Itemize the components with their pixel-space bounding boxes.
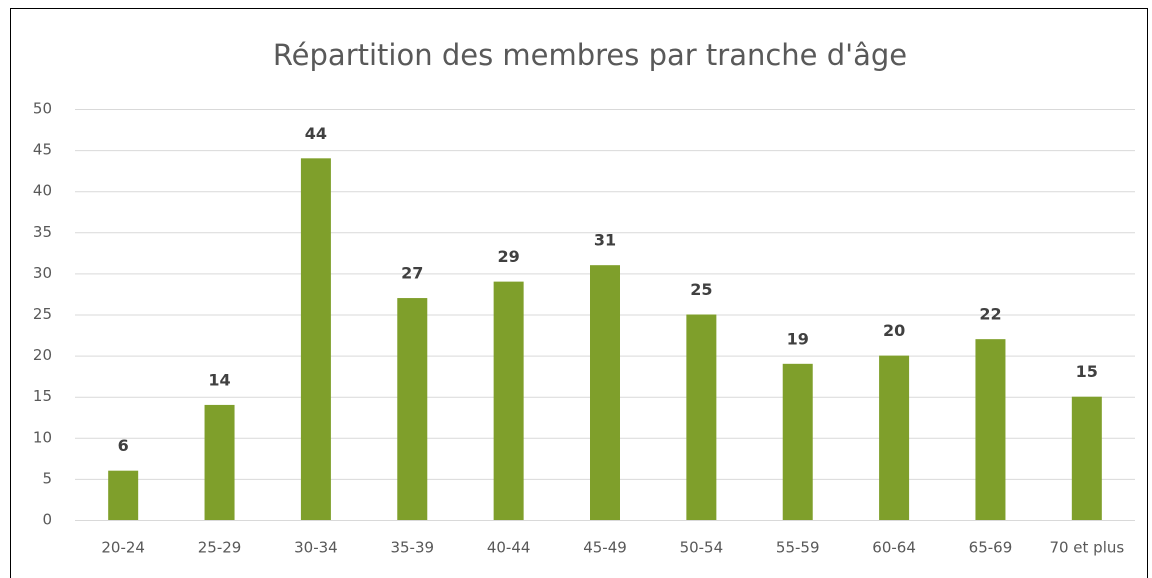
x-tick-label: 25-29 bbox=[198, 539, 242, 557]
data-label: 15 bbox=[1076, 362, 1098, 381]
x-tick-label: 70 et plus bbox=[1049, 539, 1124, 557]
x-tick-label: 50-54 bbox=[680, 539, 724, 557]
x-tick-label: 20-24 bbox=[101, 539, 145, 557]
data-label: 22 bbox=[979, 305, 1001, 324]
bar bbox=[108, 470, 139, 520]
x-tick-label: 60-64 bbox=[872, 539, 916, 557]
x-tick-label: 65-69 bbox=[969, 539, 1013, 557]
data-label: 6 bbox=[118, 436, 129, 455]
x-tick-label: 35-39 bbox=[390, 539, 434, 557]
y-tick-label: 5 bbox=[42, 469, 52, 487]
data-label: 29 bbox=[498, 247, 520, 266]
data-label: 25 bbox=[690, 280, 712, 299]
bar bbox=[879, 355, 910, 520]
bar bbox=[204, 404, 235, 520]
bar bbox=[300, 158, 331, 520]
bar bbox=[686, 314, 717, 520]
chart-border bbox=[10, 8, 1148, 578]
y-tick-label: 40 bbox=[33, 182, 52, 200]
x-tick-label: 30-34 bbox=[294, 539, 338, 557]
y-tick-label: 45 bbox=[33, 141, 52, 159]
chart-title: Répartition des membres par tranche d'âg… bbox=[273, 38, 907, 72]
bar bbox=[493, 281, 524, 520]
y-tick-label: 10 bbox=[33, 428, 52, 446]
y-tick-label: 50 bbox=[33, 100, 52, 118]
y-tick-label: 20 bbox=[33, 346, 52, 364]
x-tick-label: 40-44 bbox=[487, 539, 531, 557]
bar bbox=[397, 298, 428, 520]
bar bbox=[590, 265, 620, 520]
y-tick-label: 0 bbox=[42, 511, 52, 529]
data-label: 19 bbox=[787, 329, 809, 348]
y-tick-label: 35 bbox=[33, 223, 52, 241]
data-label: 20 bbox=[883, 321, 905, 340]
y-tick-label: 30 bbox=[33, 264, 52, 282]
bar bbox=[782, 363, 813, 520]
y-tick-label: 25 bbox=[33, 305, 52, 323]
x-tick-label: 55-59 bbox=[776, 539, 820, 557]
bar bbox=[1071, 396, 1102, 520]
data-label: 31 bbox=[594, 231, 616, 250]
y-tick-label: 15 bbox=[33, 387, 52, 405]
data-label: 27 bbox=[401, 264, 423, 283]
x-tick-label: 45-49 bbox=[583, 539, 627, 557]
data-label: 44 bbox=[305, 124, 327, 143]
bar bbox=[975, 339, 1006, 520]
data-label: 14 bbox=[208, 370, 230, 389]
